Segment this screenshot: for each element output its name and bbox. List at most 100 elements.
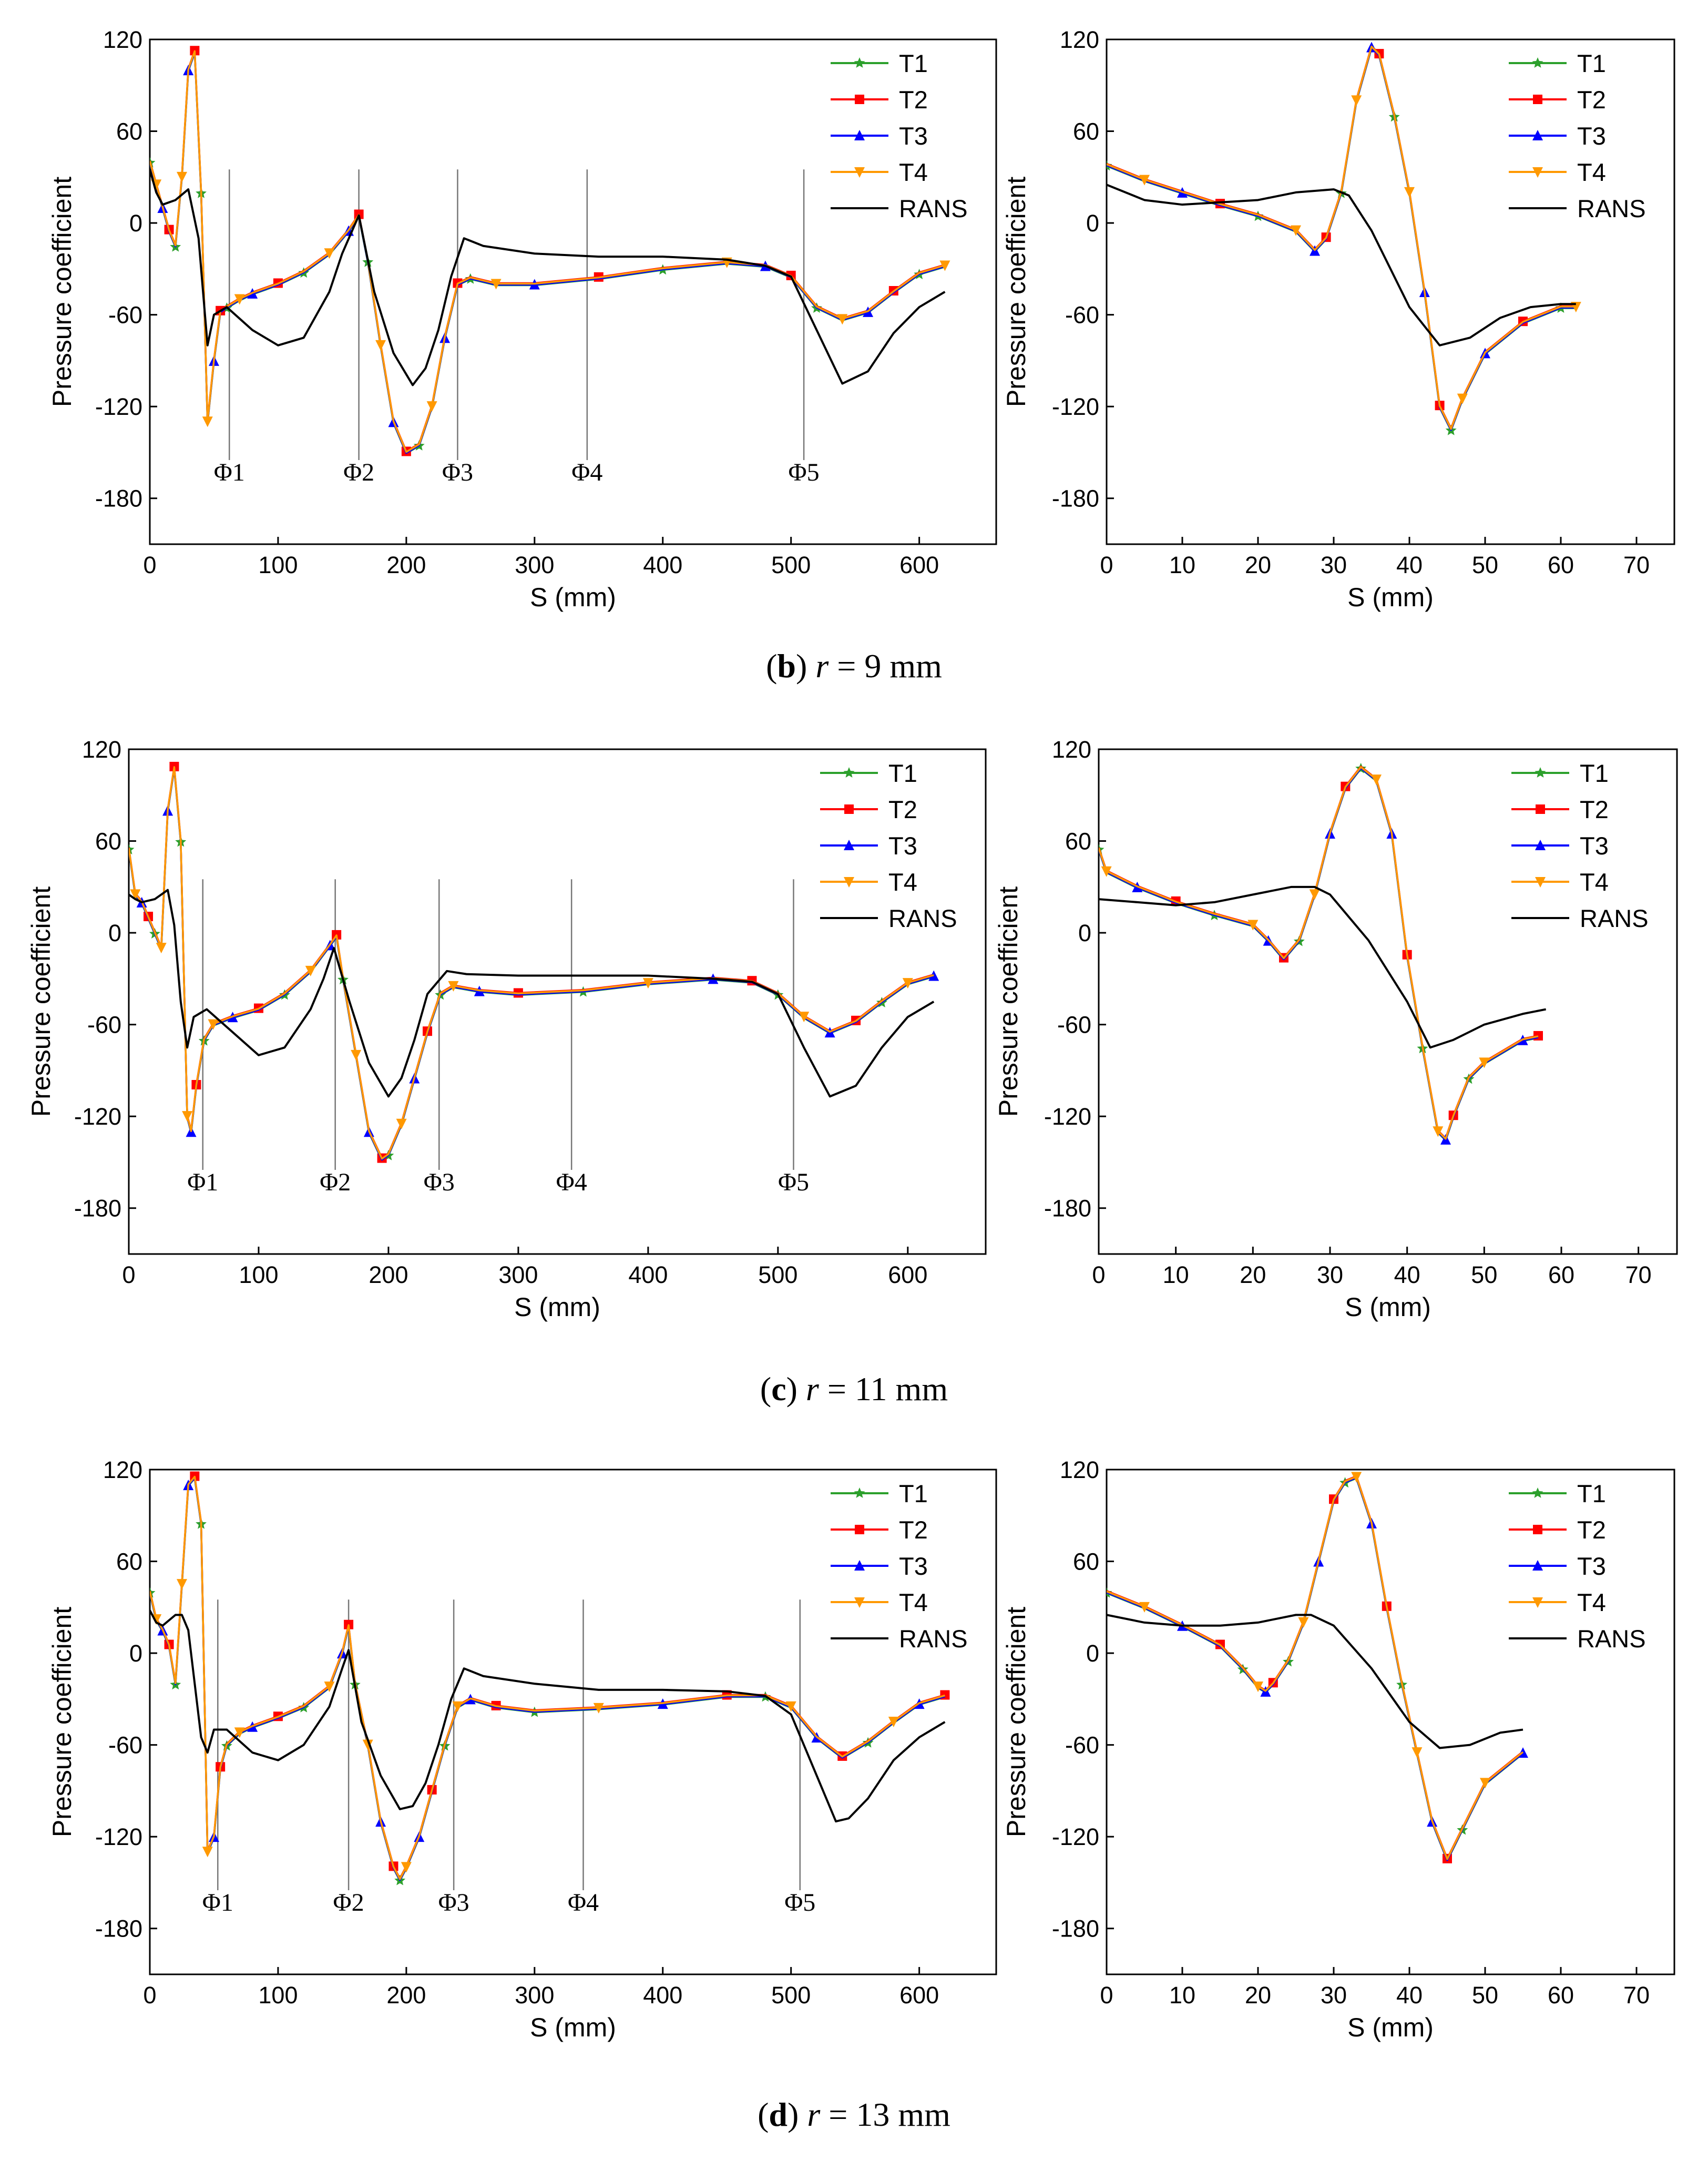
legend-label-RANS: RANS — [888, 904, 957, 932]
series-T4 — [1099, 766, 1539, 1140]
x-axis-label: S (mm) — [514, 1292, 600, 1322]
y-tick-label: -180 — [74, 1195, 121, 1222]
data-point-T4 — [202, 1847, 213, 1858]
data-point-T4 — [176, 1579, 187, 1590]
chart-d-right: 0 10 20 30 40 50 60 70 120 60 0 -60 -120 -180 S (mm) Pr… — [1001, 1456, 1675, 2042]
legend-label-RANS: RANS — [899, 1625, 968, 1653]
data-point-T4 — [1371, 774, 1382, 786]
series-line-T1 — [1107, 47, 1576, 432]
y-tick-label: -60 — [1065, 1732, 1099, 1759]
x-tick-label: 0 — [1100, 552, 1113, 578]
y-tick-label: -120 — [95, 1823, 142, 1850]
legend-label-T1: T1 — [1577, 1480, 1606, 1507]
y-tick-label: -180 — [1052, 1915, 1099, 1942]
y-tick-label: 0 — [108, 920, 121, 946]
legend-label-T4: T4 — [1580, 868, 1609, 896]
legend-marker-T2 — [1536, 804, 1545, 814]
legend-label-T4: T4 — [899, 158, 928, 186]
legend-label-T2: T2 — [1577, 86, 1606, 114]
series-line-RANS — [150, 169, 946, 386]
y-axis-label: Pressure coefficient — [1001, 177, 1031, 407]
x-tick-label: 40 — [1394, 1261, 1420, 1288]
station-label: Φ3 — [424, 1168, 455, 1196]
legend-label-T2: T2 — [1580, 796, 1609, 823]
data-point-T4 — [1309, 889, 1320, 900]
y-tick-label: 0 — [129, 1640, 142, 1667]
x-tick-label: 60 — [1548, 552, 1574, 578]
series-T2 — [129, 761, 934, 1163]
data-point-T4 — [130, 889, 141, 900]
legend-marker-T2 — [1533, 1525, 1542, 1534]
series-T1 — [1107, 1477, 1524, 1862]
legend-label-T2: T2 — [888, 796, 917, 823]
x-axis-label: S (mm) — [530, 583, 616, 612]
x-tick-label: 10 — [1163, 1261, 1189, 1288]
series-line-RANS — [1107, 1614, 1523, 1749]
data-point-T4 — [426, 401, 437, 412]
data-point-T4 — [1351, 95, 1362, 106]
legend: T1 T2 T3 T4 RANS — [820, 759, 957, 932]
data-point-T4 — [1351, 1472, 1362, 1483]
data-point-T4 — [234, 1727, 245, 1738]
data-point-T4 — [1247, 920, 1259, 931]
series-RANS — [1099, 885, 1547, 1049]
legend-marker-T3 — [1532, 1560, 1543, 1571]
data-point-T4 — [156, 943, 167, 954]
legend-label-T1: T1 — [1577, 49, 1606, 77]
x-tick-label: 10 — [1169, 552, 1195, 578]
series-T1 — [150, 1477, 945, 1885]
data-point-T4 — [176, 171, 187, 182]
legend-marker-T4 — [1535, 877, 1546, 888]
y-axis-label: Pressure coefficient — [994, 886, 1023, 1117]
series-T4 — [150, 50, 950, 453]
data-point-T4 — [785, 1701, 796, 1712]
series-T1 — [1107, 47, 1576, 435]
x-tick-label: 70 — [1623, 1982, 1650, 2009]
y-tick-label: 120 — [82, 736, 121, 763]
y-axis-label: Pressure coefficient — [47, 177, 77, 407]
y-tick-label: -120 — [1052, 1823, 1099, 1850]
y-tick-label: 120 — [1060, 26, 1099, 53]
legend-marker-T4 — [854, 167, 865, 178]
x-tick-label: 600 — [899, 552, 939, 578]
x-tick-label: 10 — [1169, 1982, 1195, 2009]
y-tick-label: 120 — [1060, 1456, 1099, 1483]
series-T2 — [1107, 45, 1576, 430]
y-tick-label: 120 — [103, 1456, 142, 1483]
series-line-T1 — [1107, 1477, 1524, 1862]
series-line-T2 — [150, 49, 945, 453]
y-axis-label: Pressure coefficient — [1001, 1607, 1031, 1837]
legend-marker-T1 — [843, 767, 855, 778]
series-line-T4 — [150, 1475, 945, 1880]
legend-marker-T2 — [844, 804, 854, 814]
x-tick-label: 50 — [1472, 552, 1498, 578]
series-T3 — [1107, 42, 1576, 431]
series-T4 — [150, 1475, 945, 1880]
plot-frame — [128, 748, 987, 1255]
legend-label-T3: T3 — [899, 122, 928, 150]
y-axis-label: Pressure coefficient — [26, 886, 56, 1117]
legend-marker-T1 — [854, 57, 865, 68]
caption-d: (d) r = 13 mm — [758, 2096, 950, 2133]
data-point-T4 — [1404, 187, 1415, 198]
x-tick-label: 400 — [643, 552, 682, 578]
legend: T1 T2 T3 T4 RANS — [831, 1480, 968, 1653]
data-point-T4 — [202, 416, 213, 427]
series-RANS — [1107, 184, 1576, 346]
data-point-T4 — [452, 1701, 463, 1712]
data-point-T4 — [234, 294, 245, 305]
y-axis-label: Pressure coefficient — [47, 1607, 77, 1837]
x-tick-label: 70 — [1625, 1261, 1652, 1288]
y-tick-label: -60 — [1057, 1012, 1091, 1038]
series-T4 — [1107, 45, 1581, 430]
legend: T1 T2 T3 T4 RANS — [1511, 759, 1649, 932]
legend-marker-T2 — [855, 95, 864, 104]
y-tick-label: 120 — [1052, 736, 1091, 763]
station-label: Φ3 — [438, 1889, 469, 1917]
data-point-T4 — [642, 978, 653, 989]
x-tick-label: 20 — [1245, 1982, 1271, 2009]
y-tick-label: 0 — [129, 210, 142, 237]
series-line-T2 — [1099, 766, 1539, 1139]
